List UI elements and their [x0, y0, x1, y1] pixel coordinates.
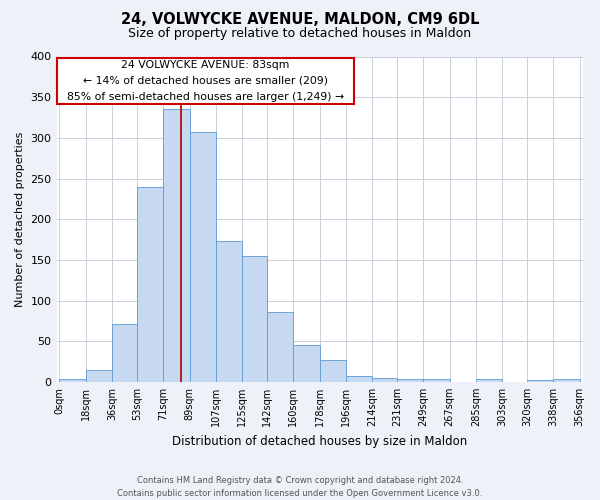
Bar	[137, 186, 163, 382]
Bar	[163, 110, 190, 382]
Text: 24, VOLWYCKE AVENUE, MALDON, CM9 6DL: 24, VOLWYCKE AVENUE, MALDON, CM9 6DL	[121, 12, 479, 28]
Bar	[59, 380, 86, 382]
Bar	[190, 132, 216, 382]
Bar	[527, 380, 553, 382]
Y-axis label: Number of detached properties: Number of detached properties	[15, 132, 25, 307]
Bar	[397, 380, 424, 382]
Bar	[346, 376, 372, 382]
Bar	[86, 370, 112, 382]
Bar	[216, 241, 242, 382]
Bar	[320, 360, 346, 382]
Bar	[293, 346, 320, 382]
X-axis label: Distribution of detached houses by size in Maldon: Distribution of detached houses by size …	[172, 434, 467, 448]
Bar	[372, 378, 397, 382]
Bar	[242, 256, 267, 382]
Bar	[424, 380, 449, 382]
Bar	[553, 380, 580, 382]
Text: 24 VOLWYCKE AVENUE: 83sqm
← 14% of detached houses are smaller (209)
85% of semi: 24 VOLWYCKE AVENUE: 83sqm ← 14% of detac…	[67, 60, 344, 102]
Bar	[476, 380, 502, 382]
Bar	[112, 324, 137, 382]
Text: Size of property relative to detached houses in Maldon: Size of property relative to detached ho…	[128, 28, 472, 40]
FancyBboxPatch shape	[56, 58, 354, 104]
Bar	[267, 312, 293, 382]
Text: Contains HM Land Registry data © Crown copyright and database right 2024.
Contai: Contains HM Land Registry data © Crown c…	[118, 476, 482, 498]
